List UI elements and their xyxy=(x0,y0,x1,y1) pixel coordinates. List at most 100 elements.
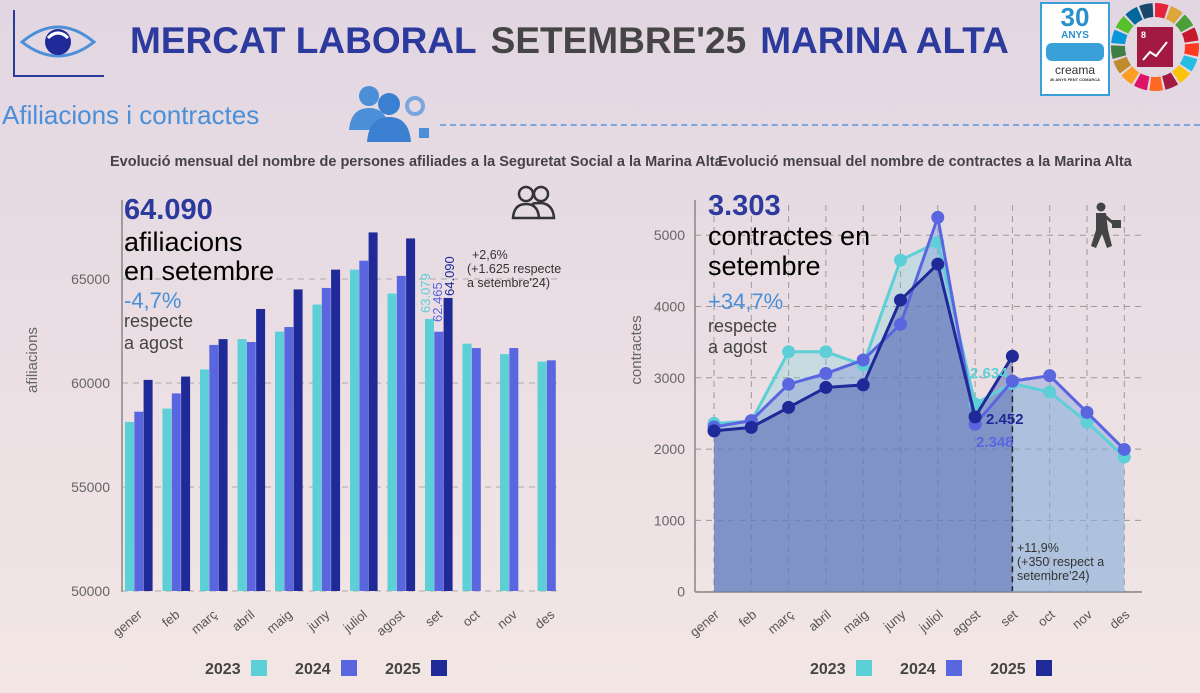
x-tick-label: juny xyxy=(880,606,909,634)
point-2025-juny xyxy=(894,293,907,307)
point-2025-març xyxy=(782,400,796,414)
point-2025-abril xyxy=(819,380,833,394)
x-tick-label: agost xyxy=(949,607,983,639)
bar-2023-feb xyxy=(162,408,172,591)
y-tick-label: 4000 xyxy=(654,299,685,315)
sdg-ring-segment xyxy=(1179,55,1198,72)
y-axis-title: contractes xyxy=(628,315,645,384)
bar-2023-gener xyxy=(125,421,134,591)
right-resp2: a agost xyxy=(708,337,768,357)
right-resp1: respecte xyxy=(708,316,778,336)
title-left: MERCAT LABORAL xyxy=(130,20,477,61)
x-tick-label: abril xyxy=(805,607,834,634)
point-2025-juliol xyxy=(931,257,945,271)
sdg-ring-segment xyxy=(1155,3,1169,19)
sdg-ring-segment xyxy=(1115,16,1134,34)
sdg-ring-segment xyxy=(1181,27,1199,43)
sdg-ring-segment xyxy=(1184,42,1199,57)
data-label-agost: 2.452 xyxy=(986,411,1024,428)
sdg-ring-segment xyxy=(1165,5,1183,24)
point-2023-agost xyxy=(968,397,982,411)
point-2024-abril xyxy=(819,367,833,381)
bar-2023-set xyxy=(425,318,434,591)
x-tick-label: juny xyxy=(304,606,333,634)
x-tick-label: gener xyxy=(110,606,146,639)
point-2024-juny xyxy=(894,317,907,331)
left-big-number: 64.090 xyxy=(124,194,213,226)
page-title: MERCAT LABORAL SETEMBRE'25 MARINA ALTA xyxy=(130,20,1009,62)
point-2023-feb xyxy=(744,414,758,428)
point-2023-set xyxy=(1005,377,1019,391)
x-tick-label: agost xyxy=(373,607,407,639)
bar-2025-set xyxy=(443,297,453,591)
bar-2025-juliol xyxy=(368,232,378,591)
walking-worker-icon xyxy=(1091,202,1121,248)
y-tick-label: 1000 xyxy=(654,512,685,528)
legend-swatch-2024 xyxy=(340,660,357,676)
bar-2024-gener xyxy=(134,411,144,591)
right-big-number: 3.303 xyxy=(708,190,781,222)
bar-2025-feb xyxy=(181,376,191,591)
bar-2024-nov xyxy=(509,348,519,591)
right-legend: 2023 2024 2025 xyxy=(810,660,1076,679)
x-tick-label: abril xyxy=(229,607,258,634)
bar-2023-maig xyxy=(275,331,284,591)
y-tick-label: 65000 xyxy=(71,271,110,287)
sdg-ring-segment xyxy=(1111,45,1127,60)
x-tick-label: feb xyxy=(736,607,759,630)
sdg-ring-segment xyxy=(1172,65,1191,84)
sdg-ring-segment xyxy=(1139,3,1154,20)
point-2023-gener xyxy=(707,416,721,430)
x-tick-label: des xyxy=(1107,606,1133,631)
bar-2023-oct xyxy=(462,343,472,591)
y-tick-label: 5000 xyxy=(654,227,685,243)
point-2023-març xyxy=(782,345,796,359)
point-2023-juliol xyxy=(931,235,945,249)
bar-2024-feb xyxy=(171,393,181,591)
bar-2025-agost xyxy=(406,238,416,591)
point-2024-juliol xyxy=(931,210,945,224)
sdg-ring-segment xyxy=(1162,72,1179,90)
point-2023-juny xyxy=(894,253,907,267)
left-ann1: +2,6% xyxy=(472,248,508,262)
x-tick-label: set xyxy=(422,607,445,630)
left-pct: -4,7% xyxy=(124,288,182,313)
point-2025-maig xyxy=(856,378,870,392)
bar-2025-gener xyxy=(143,379,153,591)
point-2025-set xyxy=(1005,349,1019,363)
bar-2024-oct xyxy=(471,348,481,591)
point-2023-nov xyxy=(1080,415,1094,429)
data-label-agost: 2.634 xyxy=(970,365,1008,382)
point-2024-maig xyxy=(856,353,870,367)
point-2024-feb xyxy=(744,414,758,428)
legend-swatch-2024 xyxy=(945,660,962,676)
legend-swatch-2023 xyxy=(855,660,872,676)
right-ann1: +11,9% xyxy=(1017,541,1059,555)
x-tick-label: maig xyxy=(264,607,295,637)
left-line1: afiliacions xyxy=(124,227,243,257)
right-ann2: (+350 respect a xyxy=(1017,555,1105,569)
data-label-agost: 2.348 xyxy=(976,434,1014,451)
bar-2023-abril xyxy=(237,339,247,591)
x-tick-label: març xyxy=(765,606,797,636)
point-2023-oct xyxy=(1043,385,1057,399)
x-tick-label: nov xyxy=(494,606,520,631)
point-2025-feb xyxy=(744,420,758,434)
legend-swatch-2025 xyxy=(430,660,447,676)
bar-2024-juliol xyxy=(359,260,369,591)
legend-label-2024: 2024 xyxy=(900,661,936,678)
bar-2023-juliol xyxy=(350,269,359,591)
section-heading: Afiliacions i contractes xyxy=(2,100,260,130)
y-tick-label: 55000 xyxy=(71,479,110,495)
x-tick-label: des xyxy=(532,606,558,631)
bar-2024-març xyxy=(209,344,219,591)
eye-logo-icon xyxy=(13,10,104,77)
sdg-ring-segment xyxy=(1149,76,1164,91)
x-tick-label: maig xyxy=(840,607,871,637)
x-tick-label: març xyxy=(188,606,220,636)
right-line2: setembre xyxy=(708,251,821,281)
x-tick-label: nov xyxy=(1069,606,1095,631)
data-label-set-2024: 62.465 xyxy=(430,282,445,322)
x-tick-label: oct xyxy=(1035,607,1058,630)
svg-text:8: 8 xyxy=(1141,30,1146,40)
